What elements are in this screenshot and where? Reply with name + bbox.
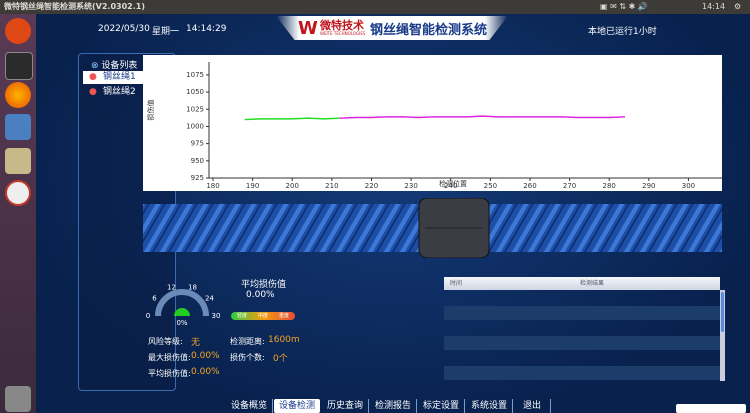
- runtime: 本地已运行1小时: [588, 27, 657, 37]
- average-title: 平均损伤值: [241, 280, 287, 290]
- gauge-tick-label: 24: [205, 294, 214, 302]
- nav-tab[interactable]: 退出: [514, 399, 551, 413]
- max-value: 0.00%: [191, 351, 220, 361]
- header-banner: [276, 16, 508, 40]
- count-value: 0个: [273, 354, 288, 364]
- nav-tab[interactable]: 系统设置: [466, 399, 513, 413]
- device-label: 钢丝绳2: [103, 87, 136, 97]
- clock: 14:14: [702, 2, 726, 11]
- system-title: 钢丝绳智能检测系统: [370, 23, 488, 38]
- nav-tab[interactable]: 历史查询: [322, 399, 369, 413]
- level: 重度: [279, 313, 290, 319]
- y-tick-label: 1075: [186, 71, 204, 79]
- avg-label: 平均损伤值:: [148, 369, 191, 378]
- risk-label: 风险等级:: [148, 337, 183, 346]
- y-tick-label: 1025: [186, 105, 204, 113]
- distance-value: 1600m: [268, 335, 300, 345]
- x-tick-label: 230: [404, 182, 417, 190]
- x-tick-label: 270: [563, 182, 576, 190]
- scrollbar[interactable]: [720, 290, 725, 381]
- table-header: 时间 检测结果: [444, 277, 720, 290]
- gauge-tick-label: 0: [146, 312, 150, 320]
- terminal-icon[interactable]: [5, 52, 33, 80]
- corner-badge: [676, 404, 746, 413]
- average-value: 0.00%: [246, 290, 275, 300]
- x-tick-label: 290: [642, 182, 655, 190]
- y-tick-label: 1050: [186, 88, 204, 96]
- y-tick-label: 925: [191, 174, 204, 182]
- table-row: [444, 366, 720, 380]
- device-label: 钢丝绳1: [103, 72, 136, 82]
- window-title: 微特钢丝绳智能检测系统(V2.0302.1): [4, 2, 145, 11]
- files-icon[interactable]: [5, 148, 31, 174]
- count-label: 损伤个数:: [230, 353, 265, 362]
- x-tick-label: 180: [206, 182, 219, 190]
- device-item[interactable]: ● 钢丝绳2: [89, 87, 136, 97]
- top-bar: 微特钢丝绳智能检测系统(V2.0302.1) ▣ ✉ ⇅ ✱ 🔊 14:14 ⚙: [0, 0, 750, 14]
- launcher: [0, 14, 36, 413]
- power-icon[interactable]: ⚙: [734, 2, 742, 11]
- avg-value: 0.00%: [191, 367, 220, 377]
- level: 轻度: [237, 313, 248, 319]
- level: 中度: [258, 313, 269, 319]
- max-label: 最大损伤值:: [148, 353, 191, 362]
- x-tick-label: 260: [523, 182, 536, 190]
- x-axis-title: 检测位置: [439, 179, 467, 188]
- weekday: 星期一: [152, 27, 180, 37]
- nav-tab[interactable]: 设备检测: [274, 399, 320, 413]
- rope-view: [143, 198, 722, 258]
- x-tick-label: 250: [484, 182, 497, 190]
- date: 2022/05/30: [98, 24, 150, 34]
- y-tick-label: 1000: [186, 122, 204, 130]
- result-table: 时间 检测结果: [444, 277, 725, 381]
- y-tick-label: 950: [191, 157, 204, 165]
- series-line: [339, 115, 626, 119]
- device-list-title: ⊗ 设备列表: [91, 61, 138, 71]
- distance-label: 检测距离:: [230, 337, 265, 346]
- gauge-tick-label: 12: [167, 283, 176, 291]
- logo: 微特技术: [320, 19, 364, 32]
- chart: 损伤值 检测位置 180 190 200 210 220 230 240 250 260 270 2…: [143, 55, 722, 191]
- logo-en: WEITE TECHNOLOGIES: [320, 31, 366, 36]
- nav-tab[interactable]: 标定设置: [418, 399, 465, 413]
- x-tick-label: 280: [603, 182, 616, 190]
- gauge: 0% 0 6 12 18 24 30: [146, 283, 221, 327]
- gauge-tick-label: 30: [212, 312, 221, 320]
- ubuntu-icon[interactable]: [5, 18, 31, 44]
- header-cell: 时间: [450, 280, 463, 287]
- tray-icons: ▣ ✉ ⇅ ✱ 🔊: [600, 2, 648, 11]
- x-tick-label: 240: [444, 182, 457, 190]
- gauge-hub: [174, 308, 190, 316]
- series-line: [244, 117, 340, 121]
- gauge-value: 0%: [176, 319, 187, 327]
- header-cell: 检测结果: [580, 280, 605, 287]
- app2-icon[interactable]: [5, 180, 31, 206]
- gauge-tick-label: 18: [188, 283, 197, 291]
- y-tick-label: 975: [191, 140, 204, 148]
- table-row: [444, 336, 720, 350]
- x-tick-label: 310: [721, 182, 722, 190]
- risk-value: 无: [191, 338, 201, 348]
- nav-tab[interactable]: 检测报告: [370, 399, 417, 413]
- gauge-tick-label: 6: [152, 294, 157, 302]
- time: 14:14:29: [186, 24, 227, 34]
- app-icon[interactable]: [5, 114, 31, 140]
- device-list-title-text: 设备列表: [101, 61, 138, 71]
- nav-tab[interactable]: 设备概览: [226, 399, 273, 413]
- x-tick-label: 300: [682, 182, 695, 190]
- x-tick-label: 190: [246, 182, 259, 190]
- x-tick-label: 200: [286, 182, 299, 190]
- firefox-icon[interactable]: [5, 82, 31, 108]
- logo-mark: W: [298, 18, 318, 39]
- gauge-arc: [155, 289, 209, 317]
- table-row: [444, 306, 720, 320]
- trash-icon[interactable]: [5, 386, 31, 412]
- severity-bar: 轻度 中度 重度: [231, 312, 295, 320]
- x-tick-label: 210: [325, 182, 338, 190]
- y-axis-title: 损伤值: [146, 100, 155, 121]
- app-window: 2022/05/30 星期一 14:14:29 W 微特技术 WEITE TEC…: [36, 14, 750, 413]
- x-tick-label: 220: [365, 182, 378, 190]
